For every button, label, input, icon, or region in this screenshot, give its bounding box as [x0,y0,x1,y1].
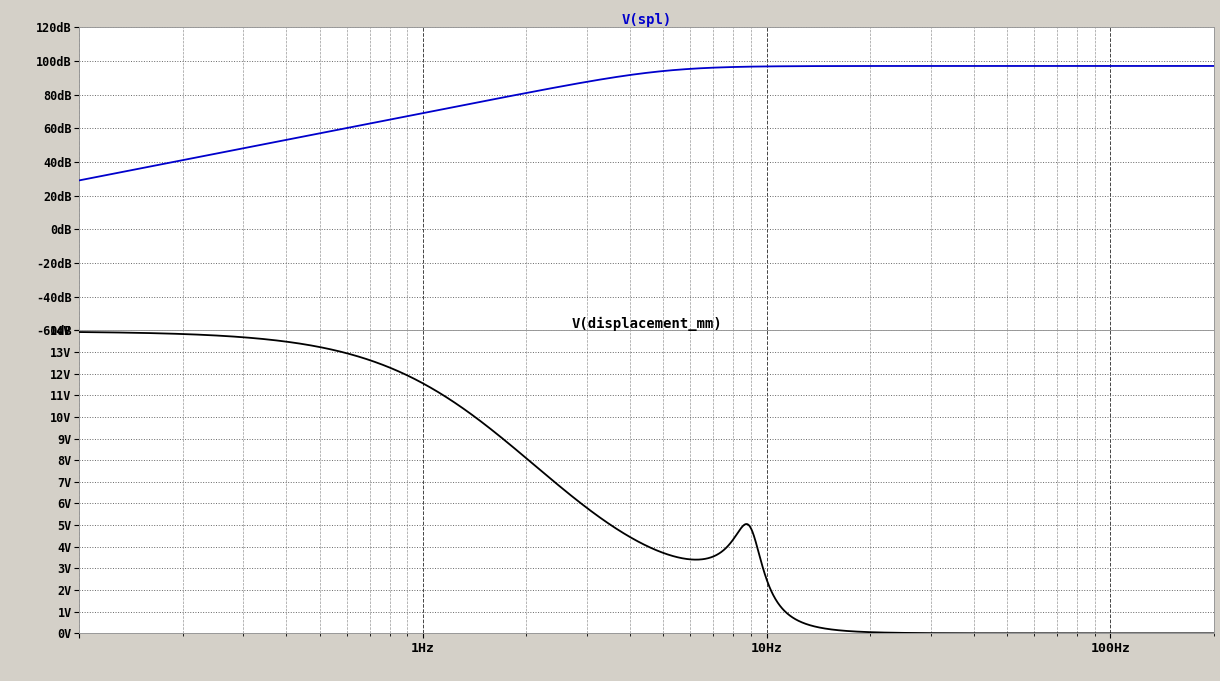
Title: V(spl): V(spl) [621,13,672,27]
Title: V(displacement_mm): V(displacement_mm) [571,317,722,330]
